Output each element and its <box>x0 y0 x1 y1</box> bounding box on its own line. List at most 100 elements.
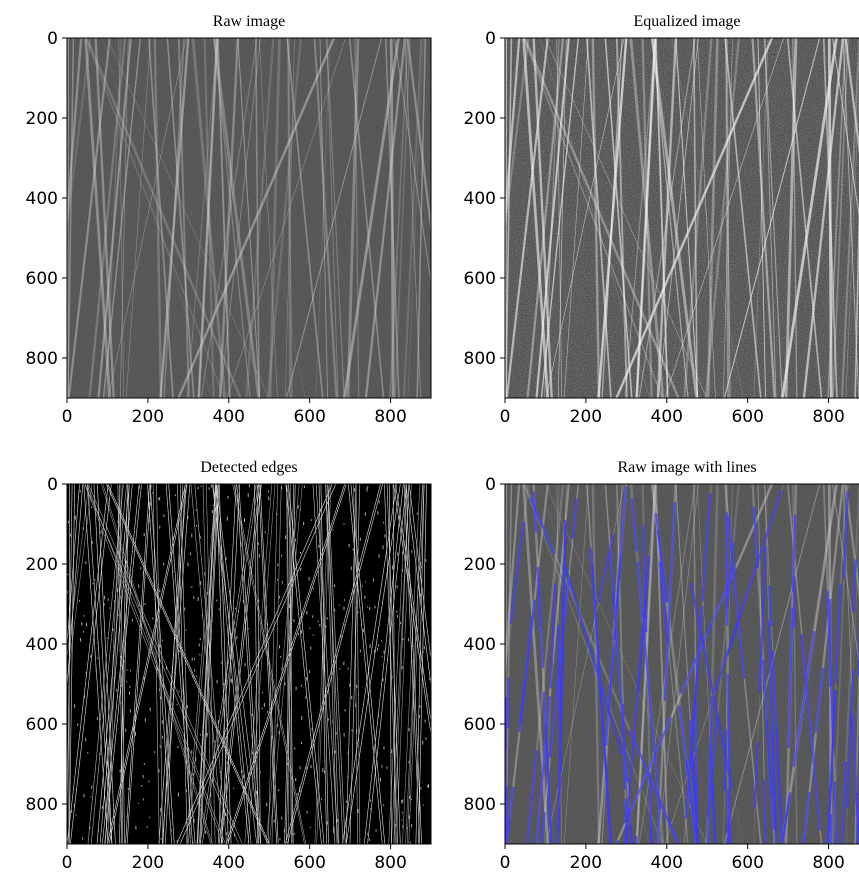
subplot-title: Detected edges <box>200 459 297 476</box>
streak <box>706 38 719 398</box>
speck <box>379 777 381 782</box>
speck <box>87 752 89 754</box>
streak <box>635 484 656 844</box>
speck <box>142 616 144 621</box>
subplot-title: Raw image with lines <box>617 459 756 476</box>
speck <box>343 606 345 611</box>
speck <box>117 520 119 523</box>
speck <box>244 662 246 667</box>
detected-line <box>763 779 767 844</box>
speck <box>199 653 201 656</box>
speck <box>276 723 278 728</box>
x-tick-label: 400 <box>213 407 245 427</box>
speck <box>405 540 407 544</box>
detected-line <box>767 620 773 713</box>
detected-line <box>833 781 839 844</box>
speck <box>396 615 398 618</box>
speck <box>312 634 314 636</box>
streak <box>615 38 628 398</box>
speck <box>131 619 133 622</box>
speck <box>351 695 353 700</box>
speck <box>295 801 297 803</box>
speck <box>345 800 347 803</box>
detected-line <box>758 546 767 693</box>
edge <box>405 484 424 844</box>
streak <box>854 194 859 398</box>
speck <box>216 679 218 684</box>
speck <box>226 760 228 765</box>
speck <box>391 675 393 680</box>
edge <box>99 484 133 844</box>
speck <box>191 586 193 588</box>
speck <box>348 544 350 548</box>
speck <box>288 671 290 673</box>
streak <box>364 38 407 398</box>
streak <box>219 38 261 398</box>
y-tick-label: 0 <box>485 475 496 495</box>
speck <box>189 552 191 556</box>
speck <box>159 688 161 691</box>
speck <box>261 692 263 694</box>
speck <box>309 670 311 673</box>
streak <box>604 38 633 398</box>
speck <box>91 544 93 547</box>
speck <box>366 488 368 492</box>
speck <box>356 729 358 734</box>
detected-line <box>612 592 629 783</box>
speck <box>312 587 314 590</box>
speck <box>428 678 430 680</box>
edge <box>152 484 160 844</box>
speck <box>271 736 273 739</box>
speck <box>144 602 146 605</box>
speck <box>177 792 179 797</box>
streak <box>597 38 628 398</box>
speck <box>82 527 84 530</box>
speck <box>94 579 96 581</box>
speck <box>406 827 408 829</box>
speck <box>370 808 372 810</box>
speck <box>383 521 385 524</box>
speck <box>195 757 197 761</box>
edge <box>312 484 336 844</box>
detected-line <box>540 812 546 844</box>
detected-line <box>771 732 778 844</box>
edge <box>285 484 381 844</box>
y-tick-label: 400 <box>464 635 496 655</box>
speck <box>299 551 301 554</box>
streak <box>697 38 716 398</box>
detected-line <box>792 631 816 767</box>
speck <box>359 649 361 653</box>
speck <box>106 761 108 764</box>
speck <box>117 550 119 553</box>
x-tick-label: 800 <box>812 853 844 873</box>
speck <box>190 791 192 794</box>
streak <box>657 484 699 844</box>
detected-line <box>519 680 527 725</box>
detected-line <box>842 490 849 580</box>
detected-line <box>663 501 677 701</box>
speck <box>193 819 195 823</box>
speck <box>231 679 233 683</box>
speck <box>212 504 214 506</box>
edge <box>97 484 116 844</box>
edge <box>126 484 152 844</box>
speck <box>390 790 392 795</box>
y-tick-label: 400 <box>26 189 58 209</box>
speck <box>241 770 243 774</box>
speck <box>310 519 312 521</box>
speck <box>306 810 308 814</box>
speck <box>418 715 420 718</box>
speck <box>148 519 150 523</box>
speck <box>150 501 152 506</box>
speck <box>392 565 394 570</box>
edge <box>320 484 329 844</box>
speck <box>378 500 380 504</box>
speck <box>199 694 201 696</box>
speck <box>143 532 145 537</box>
speck <box>210 484 212 488</box>
speck <box>268 490 270 493</box>
edge <box>214 484 252 844</box>
speck <box>322 690 324 692</box>
speck <box>135 825 137 830</box>
edge <box>200 484 220 844</box>
